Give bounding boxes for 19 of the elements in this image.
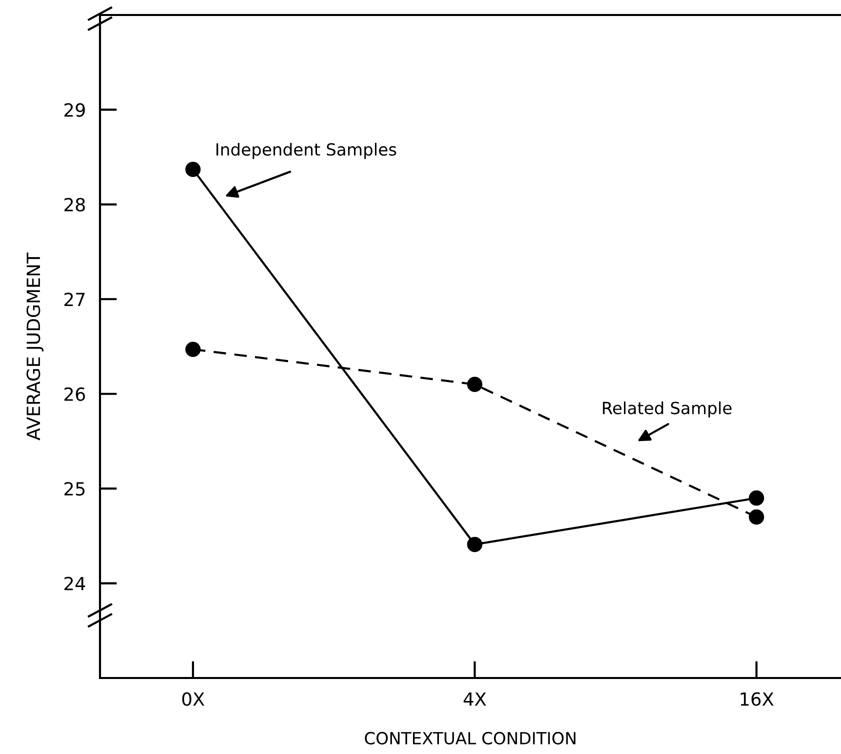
x-tick-label: 0X [182, 692, 204, 706]
series-label: Related Sample [602, 401, 732, 418]
point [467, 376, 482, 392]
y-tick-label: 26 [64, 387, 85, 401]
point [185, 162, 201, 178]
y-tick-label: 24 [64, 576, 86, 590]
y-tick-label: 28 [64, 198, 85, 212]
x-tick-label: 4X [464, 692, 486, 706]
point [467, 536, 482, 552]
point [748, 509, 764, 525]
y-tick-label: 29 [64, 103, 85, 117]
point [185, 342, 201, 357]
y-tick-label: 25 [64, 482, 85, 496]
point [748, 490, 764, 506]
series-label: Independent Samples [216, 142, 396, 159]
x-axis-title: CONTEXTUAL CONDITION [364, 732, 576, 744]
x-tick-label: 16X [740, 692, 774, 706]
y-tick-label: 27 [64, 292, 85, 306]
y-axis-title: AVERAGE JUDGMENT [26, 252, 44, 440]
